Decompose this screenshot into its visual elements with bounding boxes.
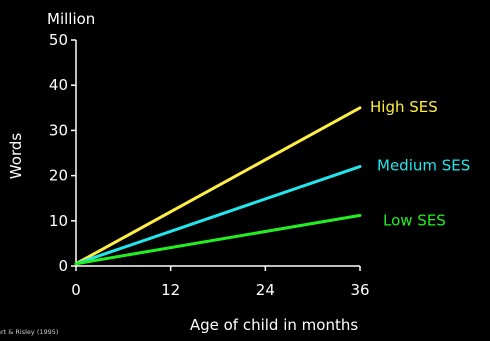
y-tick-label: 10 (49, 212, 68, 230)
series-line-medium-ses (74, 165, 362, 266)
y-tick-label: 40 (49, 76, 68, 94)
x-tick-label: 24 (256, 281, 275, 299)
source-citation: art & Risley (1995) (0, 328, 58, 336)
labels-layer: High SES Medium SES Low SES (370, 98, 470, 230)
series-layer (74, 106, 362, 266)
x-tick-label: 36 (350, 281, 369, 299)
x-tick-label: 0 (71, 281, 81, 299)
series-line-high-ses (74, 106, 362, 266)
series-label-low-ses: Low SES (383, 211, 446, 229)
x-tick-label: 12 (161, 281, 180, 299)
series-label-high-ses: High SES (370, 98, 438, 116)
series-line-low-ses (74, 213, 362, 266)
x-axis-label: Age of child in months (190, 316, 359, 334)
y-tick-label: 20 (49, 167, 68, 185)
y-unit-label: Million (47, 10, 95, 28)
axes: 0 10 20 30 40 50 0 12 24 36 (49, 31, 370, 299)
y-tick-label: 50 (49, 31, 68, 49)
series-label-medium-ses: Medium SES (377, 157, 470, 175)
y-tick-label: 30 (49, 121, 68, 139)
y-axis-label: Words (7, 133, 25, 180)
y-tick-label: 0 (58, 257, 68, 275)
